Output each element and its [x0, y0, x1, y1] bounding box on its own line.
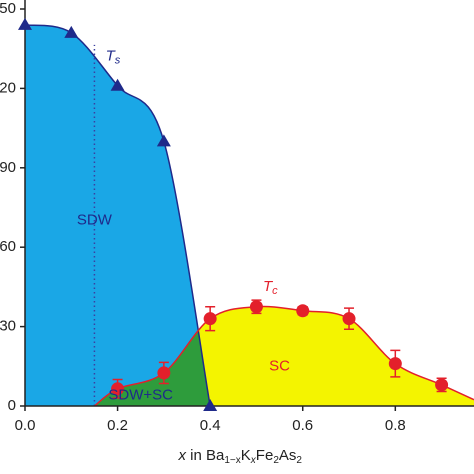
x-tick-label: 0.4: [200, 417, 221, 434]
x-label-part: As: [279, 447, 297, 464]
tc-marker: [157, 366, 171, 380]
x-label-part: x: [250, 455, 257, 466]
x-tick-label: 0.8: [385, 417, 406, 434]
x-label-part: 1−x: [224, 455, 240, 466]
x-tick-label: 0.0: [15, 417, 36, 434]
annotation-text: SDW+SC: [108, 386, 173, 403]
annotation: Ts: [106, 48, 121, 67]
y-tick-label: 60: [0, 238, 16, 255]
annotation-text: SC: [269, 357, 290, 374]
tc-marker: [296, 304, 310, 318]
annotation: SC: [269, 357, 290, 374]
tc-marker: [388, 357, 402, 371]
x-label-part: x: [178, 447, 187, 464]
tc-curve: [93, 305, 474, 407]
ts-marker: [18, 17, 32, 30]
sdw-region: [25, 24, 211, 406]
annotation: SDW: [77, 212, 113, 229]
tc-marker: [342, 312, 356, 326]
ts-marker: [156, 134, 171, 147]
tc-marker: [203, 312, 217, 326]
y-tick-label: 120: [0, 79, 16, 96]
annotation-text: T: [263, 278, 274, 295]
tc-marker: [249, 300, 263, 314]
x-label-part: K: [241, 447, 251, 464]
ts-marker: [110, 78, 125, 91]
annotation: Tc: [263, 278, 278, 297]
tc-marker: [111, 382, 125, 396]
x-tick-label: 0.6: [292, 417, 313, 434]
y-tick-label: 90: [0, 159, 16, 176]
x-axis-label: x in Ba1−xKxFe2As2: [178, 447, 303, 466]
tc-marker: [435, 378, 449, 392]
y-tick-label: 150: [0, 0, 16, 17]
overlap-region: [94, 306, 211, 406]
x-label-part: 2: [273, 455, 279, 466]
y-tick-label: 30: [0, 318, 16, 335]
ts-marker: [64, 25, 79, 38]
x-label-part: in Ba: [186, 447, 225, 464]
annotation-text: SDW: [77, 212, 113, 229]
y-tick-label: 0: [8, 397, 16, 414]
ts-marker: [203, 399, 218, 411]
x-label-part: 2: [296, 455, 302, 466]
annotation-sub: s: [115, 55, 121, 67]
x-label-part: Fe: [256, 447, 274, 464]
x-tick-label: 0.2: [107, 417, 128, 434]
annotation-text: T: [106, 48, 117, 65]
annotation: SDW+SC: [108, 386, 173, 403]
annotation-sub: c: [272, 285, 278, 297]
